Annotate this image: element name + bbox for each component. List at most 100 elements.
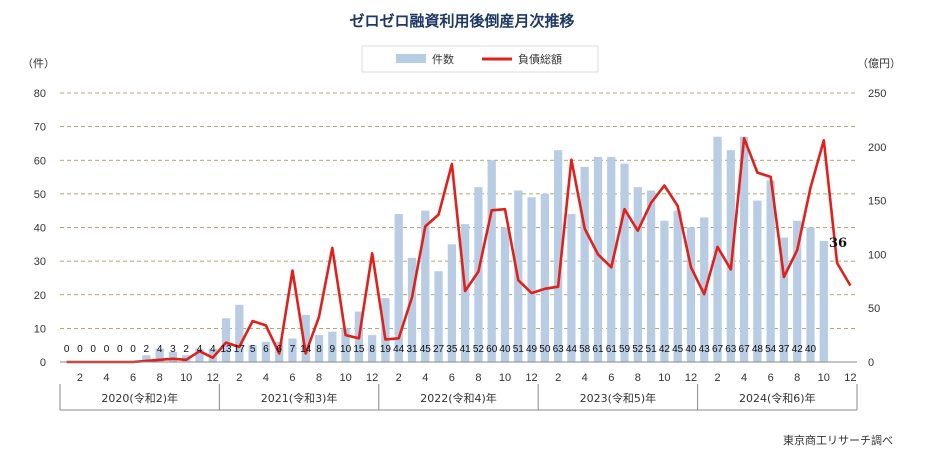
x-tick-label: 12 [525,372,537,384]
bar-data-label: 0 [64,344,70,355]
bar-data-label: 0 [90,344,96,355]
legend: 件数 負債総額 [361,45,599,73]
y-tick-label-right: 50 [868,303,880,315]
y-tick-label-left: 50 [34,189,46,201]
x-tick-label: 12 [366,372,378,384]
bar [381,298,390,362]
bar [155,348,164,362]
bar-data-label: 49 [526,344,538,355]
bar [261,341,271,362]
bar [341,328,350,362]
bar-data-label: 59 [619,344,631,355]
x-tick-label: 6 [130,372,136,384]
bar-data-label: 0 [117,344,123,355]
bar [421,210,430,362]
x-tick-label: 2 [555,372,561,384]
bar-data-label: 52 [473,344,485,355]
x-tick-label: 2 [714,372,720,384]
bar-data-label: 0 [77,344,83,355]
bar-data-label: 27 [433,344,445,355]
x-tick-label: 8 [635,372,641,384]
year-label: 2020(令和2)年 [101,391,178,405]
x-tick-label: 4 [263,372,269,384]
bar-data-label: 42 [659,344,671,355]
bar-data-label: 61 [606,344,618,355]
y-axis-right-unit: （億円） [857,57,901,70]
bar [633,187,642,362]
bar [554,150,563,362]
bar [593,156,603,362]
line-series [66,136,852,364]
bar [407,257,417,362]
x-tick-label: 12 [685,372,697,384]
source-note: 東京商工リサーチ調べ [783,433,893,447]
bar-data-label: 63 [725,344,737,355]
bar [766,180,775,362]
bar [660,220,669,362]
bar-data-label: 48 [752,344,764,355]
bar-data-label: 4 [197,344,203,355]
bar [620,163,629,362]
bar-data-label: 9 [330,344,336,355]
x-tick-label: 6 [449,372,455,384]
x-tick-label: 6 [608,372,614,384]
y-tick-label-right: 150 [868,196,886,208]
x-tick-label: 4 [741,372,747,384]
bar-data-label: 19 [380,344,392,355]
y-tick-label-left: 0 [40,357,46,369]
bar-data-label: 0 [104,344,110,355]
bar [208,348,217,362]
bar [368,335,377,362]
bar-data-label: 60 [486,344,498,355]
x-tick-label: 12 [844,372,856,384]
bar [195,348,204,362]
y-tick-label-right: 0 [868,357,874,369]
line-path [66,136,852,364]
bar-data-label: 2 [183,344,189,355]
bar-data-label: 67 [739,344,751,355]
x-tick-label: 6 [768,372,774,384]
bar-data-label: 42 [792,344,804,355]
bar [314,335,324,362]
bar-data-label: 4 [210,344,216,355]
x-tick-label: 2 [77,372,83,384]
x-tick-label: 12 [207,372,219,384]
bar-data-label: 10 [340,344,352,355]
bar-data-label: 8 [369,344,375,355]
bar-data-label: 58 [579,344,591,355]
legend-label-line: 負債総額 [518,52,562,66]
year-label: 2024(令和6)年 [739,391,816,405]
bar-data-label: 37 [778,344,790,355]
bar [434,271,443,362]
bar [779,237,789,362]
x-tick-label: 10 [658,372,670,384]
bar-data-label: 15 [353,344,365,355]
bar-data-label: 40 [805,344,817,355]
bar [753,200,762,362]
x-tick-label: 2 [396,372,402,384]
bar-data-label: 6 [263,344,269,355]
legend-swatch-bar [396,54,426,63]
bar-data-label: 5 [250,344,256,355]
bar-data-label: 40 [499,344,511,355]
x-tick-label: 8 [157,372,163,384]
bar-data-label: 51 [646,344,658,355]
y-tick-label-left: 30 [34,256,46,268]
bar [607,156,616,362]
y-tick-label-left: 20 [34,290,46,302]
bar [646,190,656,362]
bar-data-label: 7 [290,344,296,355]
bar [447,244,456,362]
bar-data-label: 45 [420,344,432,355]
y-tick-label-right: 200 [868,142,886,154]
bar-data-label: 43 [699,344,711,355]
bar [301,314,310,362]
y-tick-label-left: 40 [34,223,46,235]
bar-data-label: 44 [393,344,405,355]
bar-data-label: 31 [406,344,418,355]
bar-data-label: 67 [712,344,724,355]
bar [540,193,549,362]
bar-data-label: 3 [170,344,176,355]
bar [739,136,749,362]
